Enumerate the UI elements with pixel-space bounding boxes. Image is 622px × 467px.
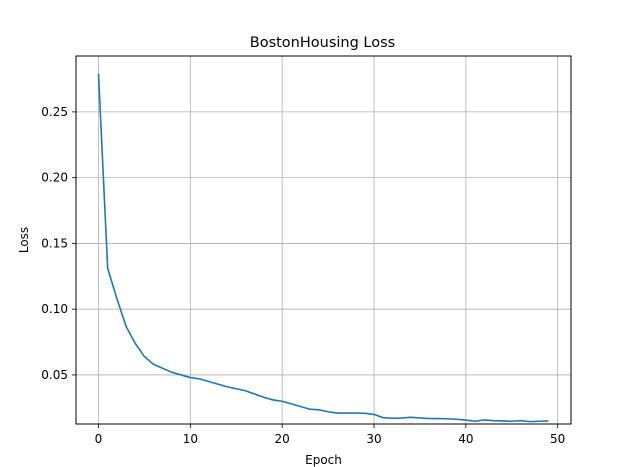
- x-tick-label: 20: [275, 432, 290, 446]
- chart-title: BostonHousing Loss: [250, 35, 395, 51]
- x-tick-label: 30: [366, 432, 381, 446]
- y-tick-label: 0.10: [41, 302, 68, 316]
- y-axis-label: Loss: [17, 227, 31, 253]
- x-tick-label: 0: [95, 432, 103, 446]
- x-axis-label: Epoch: [305, 453, 342, 467]
- x-tick-label: 10: [183, 432, 198, 446]
- grid-lines: [76, 56, 571, 424]
- axis-ticks: 0 10 20 30 40 50 0.05 0.10 0.15 0.20 0.25: [41, 105, 565, 446]
- y-tick-label: 0.05: [41, 368, 68, 382]
- x-tick-label: 40: [458, 432, 473, 446]
- loss-series-line: [97, 73, 549, 423]
- y-tick-label: 0.15: [41, 236, 68, 250]
- plot-frame: [75, 55, 572, 425]
- series-lines: [97, 73, 549, 423]
- y-tick-label: 0.20: [41, 171, 68, 185]
- x-tick-label: 50: [550, 432, 565, 446]
- y-tick-label: 0.25: [41, 105, 68, 119]
